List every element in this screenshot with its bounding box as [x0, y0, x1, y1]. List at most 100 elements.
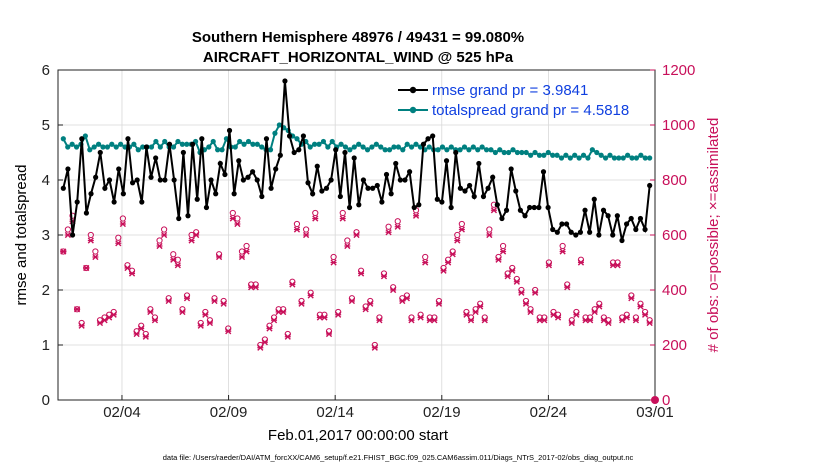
- obs-assimilated-point: [619, 317, 626, 324]
- totalspread-point: [184, 141, 190, 147]
- x-tick-label: 03/01: [636, 404, 674, 421]
- obs-end-marker: [651, 396, 659, 404]
- totalspread-point: [170, 144, 177, 150]
- obs-assimilated-point: [133, 330, 140, 338]
- totalspread-point: [554, 152, 560, 158]
- obs-assimilated-point: [504, 273, 511, 280]
- totalspread-point: [492, 149, 498, 156]
- totalspread-point: [598, 152, 604, 158]
- totalspread-point: [536, 152, 543, 158]
- rmse-point: [333, 147, 339, 153]
- obs-assimilated-point: [284, 333, 291, 340]
- rmse-point: [370, 185, 376, 191]
- totalspread-point: [179, 141, 185, 147]
- rmse-point: [577, 229, 584, 235]
- totalspread-point: [73, 144, 80, 150]
- totalspread-point: [206, 144, 212, 150]
- totalspread-point: [245, 138, 252, 145]
- rmse-point: [226, 127, 233, 134]
- rmse-point: [559, 221, 565, 227]
- obs-assimilated-point: [550, 311, 557, 318]
- rmse-point: [568, 229, 574, 235]
- obs-assimilated-point: [495, 256, 502, 263]
- obs-assimilated-point: [96, 319, 104, 327]
- rmse-point: [374, 182, 380, 189]
- obs-assimilated-point: [431, 317, 438, 324]
- rmse-point: [97, 149, 103, 156]
- rmse-point: [476, 160, 482, 167]
- obs-assimilated-point: [119, 220, 126, 228]
- obs-assimilated-point: [394, 223, 401, 230]
- obs-possible-point: [92, 248, 99, 255]
- rmse-point: [83, 210, 90, 216]
- totalspread-point: [95, 141, 102, 147]
- totalspread-point: [594, 149, 600, 156]
- rmse-point: [268, 185, 274, 191]
- rmse-point: [296, 147, 302, 153]
- rmse-point: [176, 215, 182, 222]
- totalspread-point: [501, 149, 507, 156]
- rmse-point: [185, 213, 191, 219]
- obs-assimilated-point: [353, 231, 360, 239]
- obs-assimilated-point: [339, 215, 346, 222]
- totalspread-point: [602, 155, 609, 161]
- obs-assimilated-point: [541, 317, 548, 324]
- obs-assimilated-point: [440, 267, 447, 274]
- totalspread-point: [457, 147, 463, 153]
- axes: 0 1 2 3 4 5 6 0 200 400 600 800 1000 1200 02/04 02/09 02…: [42, 62, 696, 421]
- y-tick-label-right: 600: [662, 227, 687, 244]
- obs-assimilated-point: [270, 317, 278, 324]
- totalspread-point: [320, 138, 327, 145]
- obs-assimilated-point: [325, 330, 333, 338]
- x-tick-label: 02/04: [103, 404, 141, 421]
- rmse-point: [397, 177, 403, 183]
- obs-assimilated-point: [321, 314, 328, 321]
- obs-assimilated-point: [289, 281, 296, 288]
- rmse-point: [162, 177, 168, 183]
- obs-assimilated-point: [371, 344, 378, 351]
- obs-assimilated-point: [206, 319, 214, 327]
- rmse-point: [125, 136, 131, 142]
- totalspread-point: [461, 144, 468, 150]
- obs-assimilated-point: [261, 339, 268, 346]
- obs-assimilated-point: [266, 325, 273, 332]
- rmse-point: [480, 193, 487, 200]
- rmse-point: [527, 204, 533, 211]
- rmse-point: [457, 185, 463, 191]
- rmse-point: [545, 204, 551, 211]
- x-tick-label: 02/24: [530, 404, 568, 421]
- rmse-point: [148, 174, 154, 180]
- obs-assimilated-point: [564, 284, 571, 291]
- totalspread-point: [585, 155, 591, 161]
- obs-assimilated-point: [577, 259, 585, 266]
- obs-assimilated-point: [60, 248, 67, 255]
- obs-assimilated-point: [92, 253, 99, 261]
- line-series: [60, 78, 653, 244]
- rmse-point: [60, 185, 66, 191]
- legend-spread-label: totalspread grand pr = 4.5818: [432, 102, 629, 119]
- chart-title-line2: AIRCRAFT_HORIZONTAL_WIND @ 525 hPa: [203, 49, 514, 66]
- obs-assimilated-point: [147, 308, 154, 316]
- legend-rmse-label: rmse grand pr = 3.9841: [432, 82, 588, 99]
- totalspread-point: [563, 152, 569, 158]
- totalspread-point: [616, 155, 622, 161]
- y-tick-label-right: 0: [662, 392, 670, 409]
- obs-assimilated-point: [509, 267, 516, 274]
- obs-assimilated-point: [183, 295, 191, 302]
- totalspread-point: [272, 130, 278, 136]
- totalspread-point: [82, 133, 88, 139]
- obs-assimilated-point: [174, 262, 181, 269]
- y-tick-label-left: 3: [42, 227, 50, 244]
- obs-assimilated-point: [243, 248, 250, 255]
- obs-assimilated-point: [87, 237, 94, 244]
- totalspread-point: [567, 155, 573, 161]
- obs-assimilated-point: [385, 229, 392, 236]
- chart-title-line1: Southern Hemisphere 48976 / 49431 = 99.0…: [192, 29, 524, 46]
- totalspread-point: [294, 136, 300, 142]
- totalspread-point: [364, 147, 371, 153]
- totalspread-point: [157, 144, 163, 150]
- rmse-point: [531, 204, 537, 211]
- totalspread-point: [351, 144, 357, 150]
- rmse-point: [208, 177, 214, 183]
- rmse-point: [610, 232, 616, 238]
